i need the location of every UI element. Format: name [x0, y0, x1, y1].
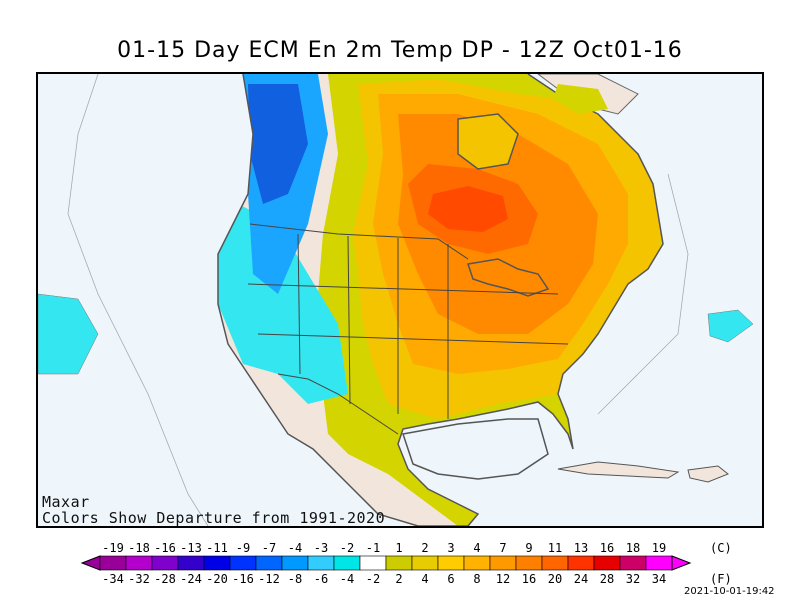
legend-label-celsius: 1 — [395, 541, 403, 555]
canada-us-border — [249, 223, 469, 260]
legend-swatch — [281, 555, 309, 571]
legend-swatch — [489, 555, 517, 571]
warm-area-5 — [428, 186, 508, 232]
legend-unit-fahrenheit: (F) — [710, 572, 732, 586]
legend-label-fahrenheit: -20 — [206, 572, 228, 586]
legend-label-celsius: -3 — [313, 541, 329, 555]
legend-label-fahrenheit: 4 — [421, 572, 429, 586]
legend-swatch — [567, 555, 595, 571]
state-line-2 — [347, 235, 351, 405]
legend-label-celsius: 11 — [547, 541, 563, 555]
legend-label-celsius: 7 — [499, 541, 507, 555]
legend-swatch — [385, 555, 413, 571]
legend-swatch — [203, 555, 231, 571]
legend-label-fahrenheit: -28 — [154, 572, 176, 586]
legend-label-fahrenheit: -16 — [232, 572, 254, 586]
map-canvas — [38, 74, 762, 526]
legend-label-fahrenheit: 32 — [625, 572, 641, 586]
legend-label-celsius: -13 — [180, 541, 202, 555]
legend-swatch — [411, 555, 439, 571]
legend-swatch — [229, 555, 257, 571]
legend-swatch — [177, 555, 205, 571]
color-legend: -19 -18 -16 -13 -11 -9 -7 -4 -3 -2 -1 1 2 3 4 7 9 11 13 16 1… — [80, 541, 720, 591]
legend-label-fahrenheit: 28 — [599, 572, 615, 586]
atlantic-cool-patch — [707, 309, 754, 343]
legend-label-celsius: 3 — [447, 541, 455, 555]
legend-label-celsius: -2 — [339, 541, 355, 555]
legend-swatch — [125, 555, 153, 571]
legend-label-fahrenheit: -24 — [180, 572, 202, 586]
legend-swatch — [307, 555, 335, 571]
pacific-cool-patch — [38, 293, 99, 375]
legend-label-fahrenheit: 34 — [651, 572, 667, 586]
legend-swatch — [437, 555, 465, 571]
ocean-contour-1 — [67, 74, 209, 526]
legend-label-fahrenheit: 2 — [395, 572, 403, 586]
credit-label: Maxar — [42, 493, 90, 511]
legend-label-celsius: -4 — [287, 541, 303, 555]
cuba-island — [557, 461, 680, 479]
northeast-warm-patch — [553, 84, 608, 114]
cool-area-3 — [248, 84, 308, 204]
continent-outline — [217, 74, 664, 526]
legend-label-fahrenheit: 8 — [473, 572, 481, 586]
gulf-of-mexico — [402, 418, 549, 480]
hispaniola-island — [687, 465, 729, 483]
legend-label-fahrenheit: -2 — [365, 572, 381, 586]
legend-label-celsius: 18 — [625, 541, 641, 555]
legend-label-celsius: -11 — [206, 541, 228, 555]
legend-label-celsius: -18 — [128, 541, 150, 555]
legend-swatch — [593, 555, 621, 571]
great-lakes — [467, 258, 550, 297]
hudson-bay — [457, 113, 519, 170]
caption-label: Colors Show Departure from 1991-2020 — [42, 509, 386, 527]
legend-label-celsius: 9 — [525, 541, 533, 555]
legend-label-fahrenheit: -32 — [128, 572, 150, 586]
legend-bar — [80, 555, 692, 571]
timestamp: 2021-10-01-19:42 — [684, 586, 775, 597]
mexico-us-border — [277, 373, 399, 435]
state-line-6 — [257, 333, 569, 345]
cool-area-1 — [218, 194, 348, 404]
political-borders — [247, 223, 569, 435]
ocean-contour-2 — [597, 173, 689, 415]
legend-label-celsius: -16 — [154, 541, 176, 555]
legend-label-celsius: 16 — [599, 541, 615, 555]
legend-swatch — [99, 555, 127, 571]
legend-label-fahrenheit: 6 — [447, 572, 455, 586]
legend-label-celsius: -1 — [365, 541, 381, 555]
legend-arrow-low — [80, 555, 101, 571]
legend-label-fahrenheit: -4 — [339, 572, 355, 586]
legend-swatch — [151, 555, 179, 571]
legend-label-fahrenheit: -8 — [287, 572, 303, 586]
legend-swatch — [463, 555, 491, 571]
legend-swatch — [515, 555, 543, 571]
legend-arrow-high — [671, 555, 692, 571]
legend-label-fahrenheit: -34 — [102, 572, 124, 586]
state-line-5 — [247, 283, 559, 295]
legend-label-celsius: -9 — [235, 541, 251, 555]
legend-swatch — [645, 555, 673, 571]
legend-label-celsius: -7 — [261, 541, 277, 555]
legend-label-fahrenheit: 20 — [547, 572, 563, 586]
legend-label-fahrenheit: 12 — [495, 572, 511, 586]
legend-swatch — [541, 555, 569, 571]
legend-label-fahrenheit: -12 — [258, 572, 280, 586]
legend-label-celsius: 4 — [473, 541, 481, 555]
legend-label-fahrenheit: -6 — [313, 572, 329, 586]
legend-swatch — [255, 555, 283, 571]
chart-title: 01-15 Day ECM En 2m Temp DP - 12Z Oct01-… — [117, 38, 683, 63]
legend-unit-celsius: (C) — [710, 541, 732, 555]
state-line-1 — [297, 233, 301, 375]
legend-label-fahrenheit: 16 — [521, 572, 537, 586]
legend-label-celsius: 2 — [421, 541, 429, 555]
legend-swatch — [359, 555, 387, 571]
legend-swatch — [619, 555, 647, 571]
temperature-departure-map: Maxar Colors Show Departure from 1991-20… — [36, 72, 764, 528]
legend-label-fahrenheit: 24 — [573, 572, 589, 586]
legend-label-celsius: 19 — [651, 541, 667, 555]
legend-label-celsius: -19 — [102, 541, 124, 555]
legend-swatch — [333, 555, 361, 571]
legend-label-celsius: 13 — [573, 541, 589, 555]
